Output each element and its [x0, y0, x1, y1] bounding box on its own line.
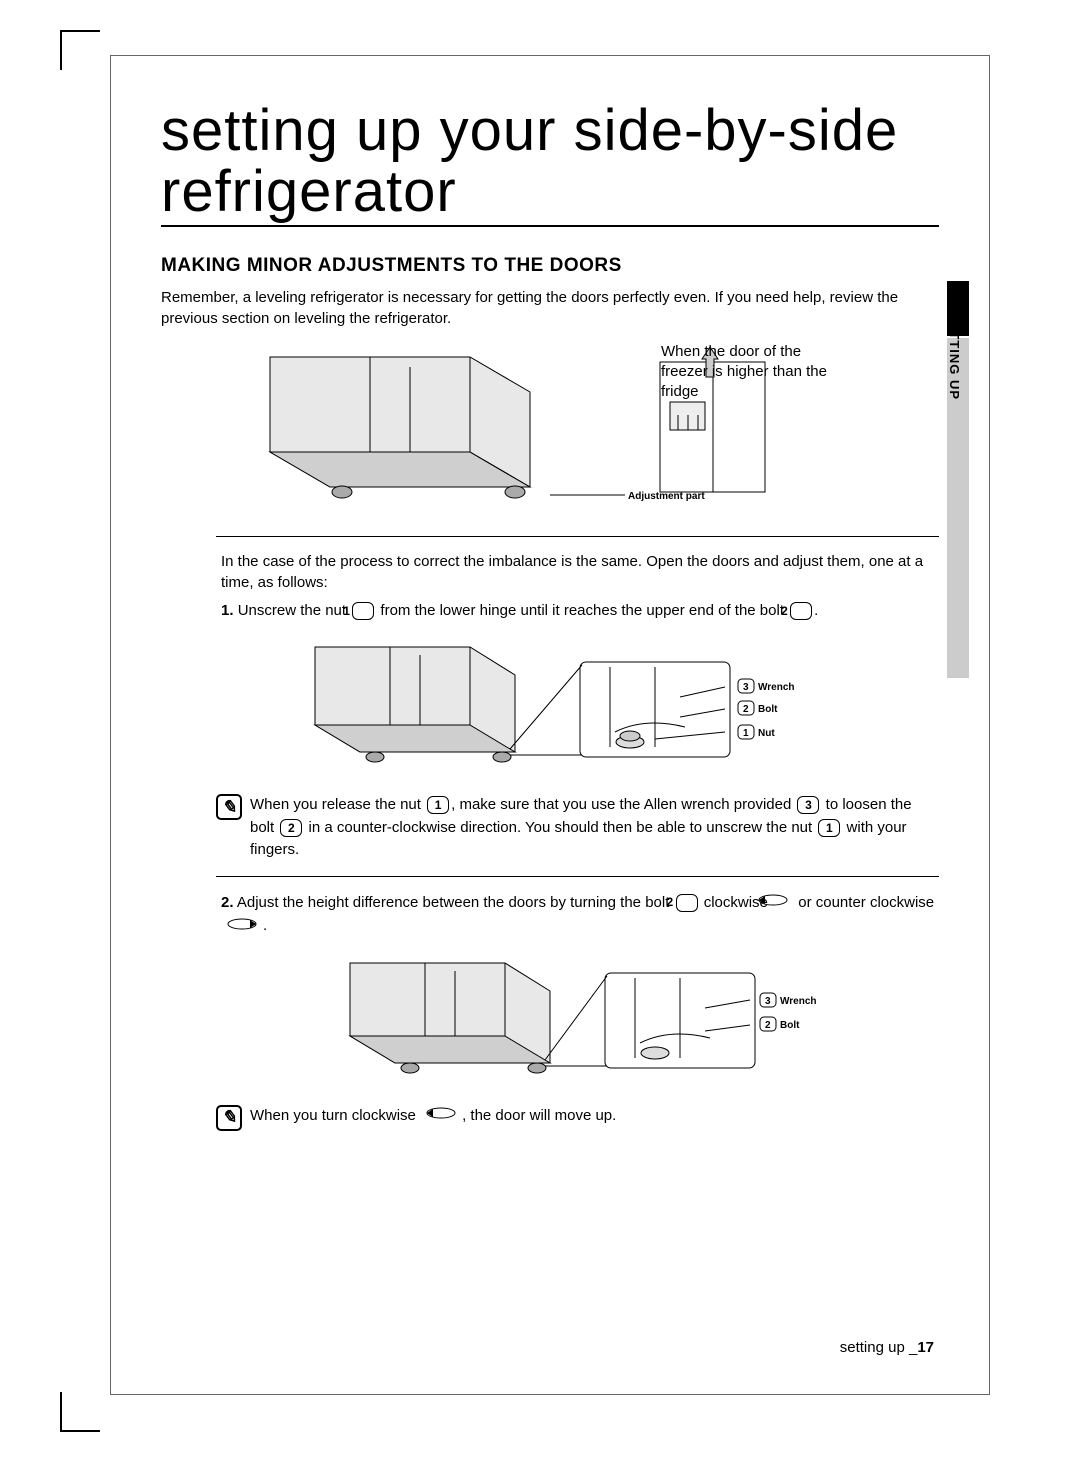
svg-text:2: 2: [743, 704, 749, 715]
side-tab: 01 SETTING UP: [945, 281, 971, 678]
note2-a: When you turn clockwise: [250, 1107, 420, 1124]
crop-mark-top-left: [60, 30, 100, 70]
num-badge-1c: 1: [818, 819, 840, 837]
clockwise-icon-2: [423, 1105, 459, 1128]
num-badge-1: 1: [352, 602, 374, 620]
step-2: 2. Adjust the height difference between …: [161, 891, 939, 938]
num-badge-2c: 2: [676, 894, 698, 912]
step-1-text-c: .: [814, 602, 818, 619]
page-title: setting up your side-by-side refrigerato…: [161, 101, 939, 227]
divider-2: [216, 876, 939, 877]
svg-text:Bolt: Bolt: [758, 704, 778, 715]
svg-text:Nut: Nut: [758, 728, 775, 739]
step-1: 1. Unscrew the nut 1 from the lower hing…: [161, 599, 939, 622]
num-badge-2b: 2: [280, 819, 302, 837]
svg-text:3: 3: [743, 682, 749, 693]
step-2-text-a: Adjust the height difference between the…: [237, 894, 674, 911]
note-2: ✎ When you turn clockwise , the door wil…: [161, 1105, 939, 1131]
note-1: ✎ When you release the nut 1, make sure …: [161, 794, 939, 862]
counter-clockwise-icon: [244, 915, 260, 938]
svg-text:2: 2: [765, 1020, 771, 1031]
paragraph-2: In the case of the process to correct th…: [161, 551, 939, 593]
step-2-text-d: .: [263, 917, 267, 934]
num-badge-1b: 1: [427, 796, 449, 814]
step-2-text-c: or counter clockwise: [794, 894, 934, 911]
page-footer: setting up _17: [840, 1339, 934, 1356]
note1-b: , make sure that you use the Allen wrenc…: [451, 796, 795, 813]
svg-text:Bolt: Bolt: [780, 1020, 800, 1031]
step-1-text-a: Unscrew the nut: [238, 602, 351, 619]
note2-b: , the door will move up.: [462, 1107, 616, 1124]
section-heading: MAKING MINOR ADJUSTMENTS TO THE DOORS: [161, 255, 939, 277]
title-line-2: refrigerator: [161, 159, 457, 224]
note-1-text: When you release the nut 1, make sure th…: [250, 794, 939, 862]
tab-text: 01 SETTING UP: [947, 291, 962, 400]
footer-page-number: 17: [917, 1339, 934, 1356]
fig1-right-caption: When the door of the freezer is higher t…: [661, 342, 831, 403]
title-line-1: setting up your side-by-side: [161, 98, 898, 163]
svg-text:1: 1: [743, 728, 749, 739]
step-1-number: 1.: [221, 602, 234, 619]
svg-text:Wrench: Wrench: [780, 996, 817, 1007]
num-badge-2: 2: [790, 602, 812, 620]
figure-3: 3 Wrench 2 Bolt: [161, 953, 939, 1093]
figure-1: Adjustment part When the door of the fre…: [161, 337, 939, 522]
note-icon-2: ✎: [216, 1105, 242, 1131]
crop-mark-bottom-left: [60, 1392, 100, 1432]
svg-text:3: 3: [765, 996, 771, 1007]
page-frame: 01 SETTING UP setting up your side-by-si…: [110, 55, 990, 1395]
clockwise-icon: [775, 891, 791, 914]
fig1-adjustment-label: Adjustment part: [628, 491, 705, 502]
step-2-number: 2.: [221, 894, 234, 911]
note1-a: When you release the nut: [250, 796, 425, 813]
figure-2-svg: 3 Wrench 2 Bolt 1 Nut: [260, 637, 840, 782]
step-1-text-b: from the lower hinge until it reaches th…: [376, 602, 788, 619]
intro-paragraph: Remember, a leveling refrigerator is nec…: [161, 287, 939, 329]
figure-3-svg: 3 Wrench 2 Bolt: [260, 953, 840, 1093]
figure-2: 3 Wrench 2 Bolt 1 Nut: [161, 637, 939, 782]
divider-1: [216, 536, 939, 537]
note-icon: ✎: [216, 794, 242, 820]
svg-text:Wrench: Wrench: [758, 682, 795, 693]
note-2-text: When you turn clockwise , the door will …: [250, 1105, 616, 1128]
footer-text: setting up _: [840, 1339, 918, 1356]
num-badge-3: 3: [797, 796, 819, 814]
note1-d: in a counter-clockwise direction. You sh…: [304, 819, 816, 836]
